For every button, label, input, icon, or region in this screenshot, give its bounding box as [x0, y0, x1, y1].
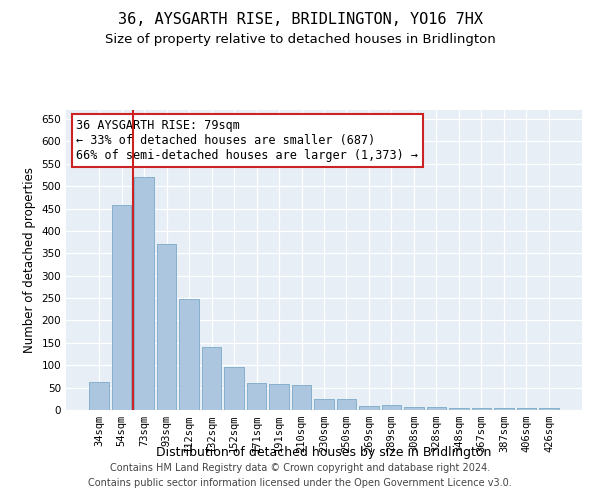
Bar [112, 206, 131, 410]
Bar [134, 176, 154, 410]
Bar [359, 406, 379, 410]
Bar [494, 408, 514, 410]
Bar [539, 408, 559, 410]
Bar [292, 386, 311, 410]
Bar [382, 404, 401, 410]
Bar [337, 399, 356, 410]
Text: Distribution of detached houses by size in Bridlington: Distribution of detached houses by size … [157, 446, 491, 459]
Bar [449, 408, 469, 410]
Bar [517, 408, 536, 410]
Bar [157, 244, 176, 410]
Bar [269, 384, 289, 410]
Text: Size of property relative to detached houses in Bridlington: Size of property relative to detached ho… [104, 32, 496, 46]
Y-axis label: Number of detached properties: Number of detached properties [23, 167, 36, 353]
Bar [404, 407, 424, 410]
Bar [202, 348, 221, 410]
Bar [247, 383, 266, 410]
Bar [224, 368, 244, 410]
Bar [472, 408, 491, 410]
Bar [89, 382, 109, 410]
Bar [314, 399, 334, 410]
Text: 36, AYSGARTH RISE, BRIDLINGTON, YO16 7HX: 36, AYSGARTH RISE, BRIDLINGTON, YO16 7HX [118, 12, 482, 28]
Text: Contains HM Land Registry data © Crown copyright and database right 2024.
Contai: Contains HM Land Registry data © Crown c… [88, 462, 512, 487]
Bar [427, 408, 446, 410]
Text: 36 AYSGARTH RISE: 79sqm
← 33% of detached houses are smaller (687)
66% of semi-d: 36 AYSGARTH RISE: 79sqm ← 33% of detache… [76, 119, 418, 162]
Bar [179, 299, 199, 410]
